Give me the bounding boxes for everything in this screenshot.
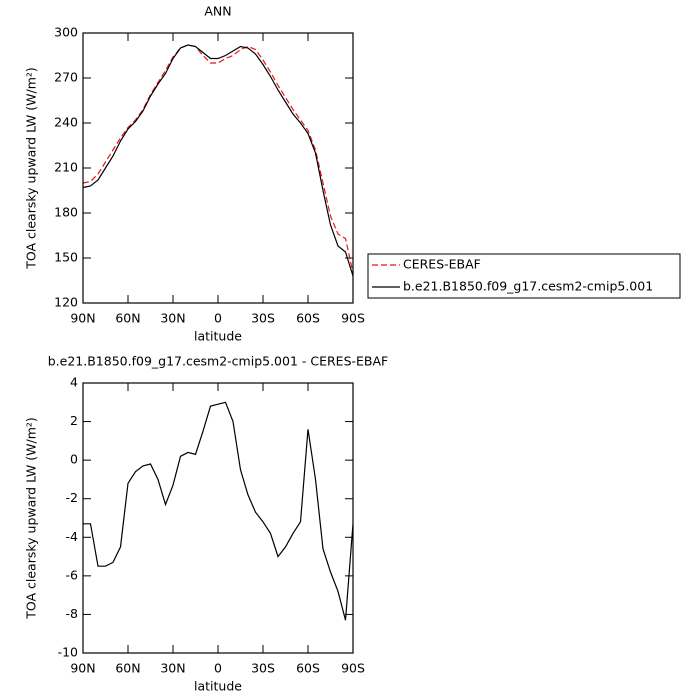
y-tick-label: 2	[70, 413, 78, 428]
y-tick-label: 270	[54, 70, 78, 85]
y-axis-label: TOA clearsky upward LW (W/m²)	[24, 67, 39, 270]
x-tick-label: 0	[214, 311, 222, 326]
chart-title: ANN	[204, 4, 231, 19]
y-tick-label: 210	[54, 160, 78, 175]
x-tick-label: 30S	[251, 661, 275, 676]
x-tick-label: 90N	[70, 661, 95, 676]
x-axis-label: latitude	[194, 679, 242, 694]
x-tick-label: 60S	[296, 661, 320, 676]
y-tick-label: -6	[66, 567, 79, 582]
x-tick-label: 60S	[296, 311, 320, 326]
data-line	[82, 44, 354, 277]
y-tick-label: 240	[54, 115, 78, 130]
x-tick-label: 90N	[70, 311, 95, 326]
plot-frame	[82, 32, 354, 304]
y-tick-label: 180	[54, 205, 78, 220]
legend-label: b.e21.B1850.f09_g17.cesm2-cmip5.001	[403, 279, 653, 294]
chart-title: b.e21.B1850.f09_g17.cesm2-cmip5.001 - CE…	[48, 354, 389, 369]
y-tick-label: -4	[66, 529, 79, 544]
data-line	[83, 401, 354, 621]
y-tick-label: -8	[66, 606, 79, 621]
x-tick-label: 30S	[251, 311, 275, 326]
y-axis-label: TOA clearsky upward LW (W/m²)	[24, 417, 39, 620]
x-tick-label: 90S	[341, 661, 365, 676]
x-tick-label: 0	[214, 661, 222, 676]
x-tick-label: 90S	[341, 311, 365, 326]
x-tick-label: 60N	[115, 661, 140, 676]
y-tick-label: 120	[54, 295, 78, 310]
y-tick-label: 0	[70, 452, 78, 467]
data-line	[82, 44, 354, 274]
y-tick-label: -10	[58, 645, 78, 660]
y-tick-label: 300	[54, 25, 78, 40]
legend-box	[367, 253, 681, 299]
legend-label: CERES-EBAF	[403, 257, 481, 272]
y-tick-label: 4	[70, 375, 78, 390]
plot-frame	[82, 382, 354, 654]
legend: CERES-EBAF b.e21.B1850.f09_g17.cesm2-cmip…	[367, 253, 681, 299]
x-axis-label: latitude	[194, 329, 242, 344]
x-tick-label: 60N	[115, 311, 140, 326]
x-tick-label: 30N	[160, 311, 185, 326]
y-tick-label: 150	[54, 250, 78, 265]
y-tick-label: -2	[66, 490, 78, 505]
x-tick-label: 30N	[160, 661, 185, 676]
